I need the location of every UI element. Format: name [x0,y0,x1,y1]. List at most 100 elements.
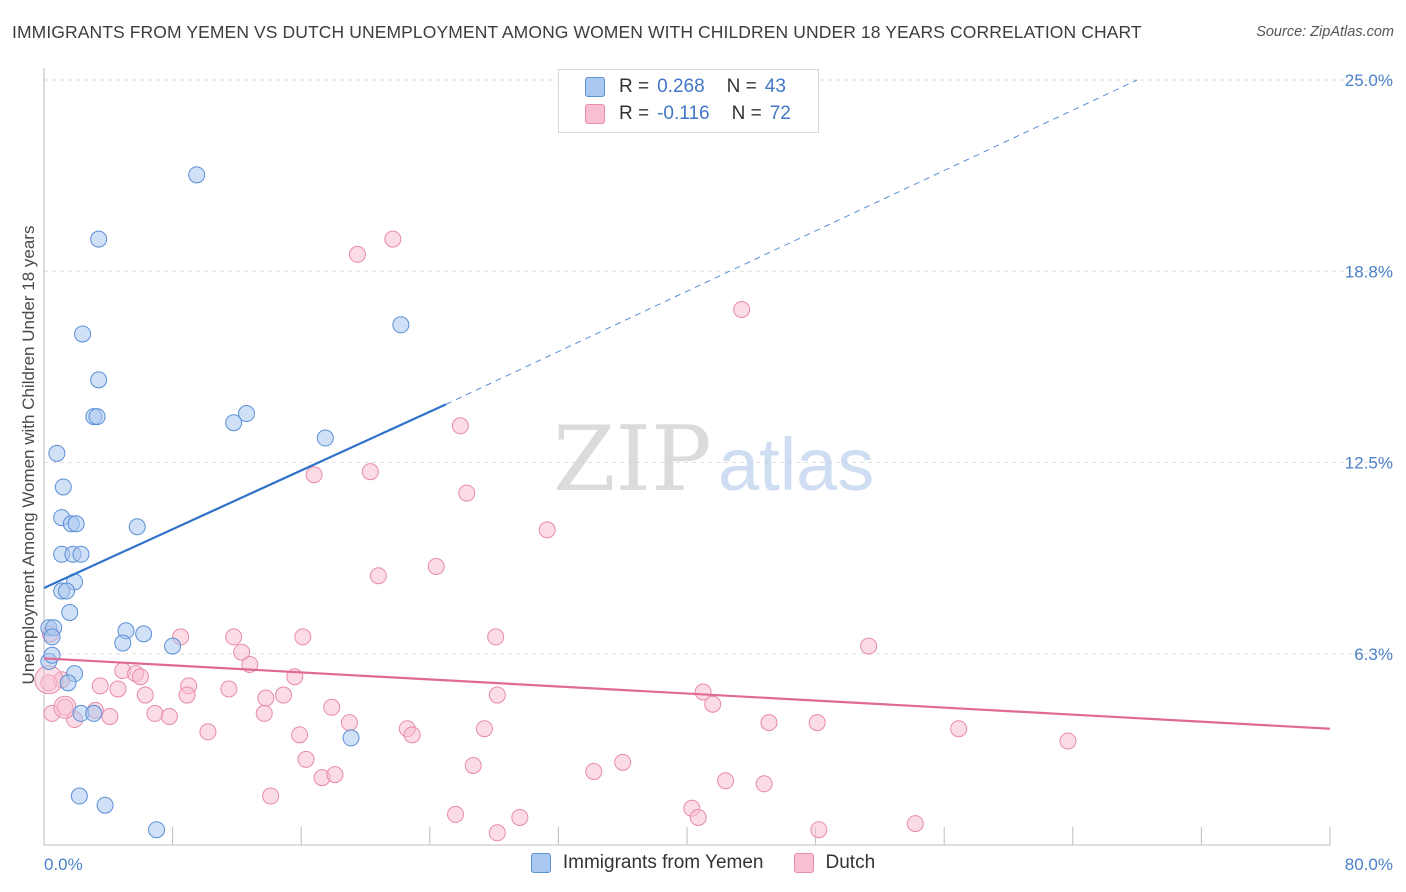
dutch-point [760,714,778,732]
dutch-point [136,686,154,704]
trendlines [43,79,1331,730]
dutch-point [257,689,275,707]
dutch-point [297,750,315,768]
dutch-point [717,772,735,790]
dutch-point [109,680,127,698]
dutch-point [326,766,344,784]
yemen-point [114,634,132,652]
dutch-point [384,230,402,248]
legend-row-dutch: R = -0.116 N = 72 [585,102,791,126]
dutch-point [199,723,217,741]
legend-r-value: 0.268 [657,76,705,97]
dutch-points [34,230,1077,842]
dutch-point [348,245,366,263]
y-tick-label: 12.5% [1345,454,1393,473]
yemen-point [88,408,106,426]
dutch-point [160,707,178,725]
dutch-point [808,714,826,732]
yemen-point [135,625,153,643]
dutch-point [101,707,119,725]
yemen-point [96,796,114,814]
y-axis-label: Unemployment Among Women with Children U… [19,226,38,685]
dutch-point [614,753,632,771]
dutch-point [447,805,465,823]
yemen-point [188,166,206,184]
yemen-point [43,646,61,664]
legend: R = 0.268 N = 43 R = -0.116 N = 72 [558,69,819,133]
bottom-legend: Immigrants from Yemen Dutch [0,852,1406,874]
bottom-legend-label-dutch: Dutch [825,852,876,873]
dutch-point [810,821,828,839]
yemen-point [54,478,72,496]
dutch-point [464,756,482,774]
y-tick-label: 6.3% [1354,645,1393,664]
dutch-point [294,628,312,646]
yemen-point [72,545,90,563]
yemen-point [225,414,243,432]
y-tick-label: 25.0% [1345,71,1393,90]
dutch-point [906,815,924,833]
dutch-point [233,643,251,661]
yemen-point [43,628,61,646]
dutch-point [323,698,341,716]
dutch-point [403,726,421,744]
legend-row-yemen: R = 0.268 N = 43 [585,75,786,99]
dutch-point [220,680,238,698]
dutch-point [291,726,309,744]
legend-r-value: -0.116 [657,103,710,124]
bottom-legend-dutch: Dutch [793,852,876,874]
dutch-trendline [43,657,1331,730]
dutch-point [733,301,751,318]
dutch-point [340,714,358,732]
dutch-point [53,695,77,719]
dutch-point [131,668,149,686]
dutch-point [91,677,109,695]
dutch-point [305,466,323,484]
yemen-trendline [43,403,447,589]
chart-title: IMMIGRANTS FROM YEMEN VS DUTCH UNEMPLOYM… [12,22,1142,42]
yemen-point [67,515,85,533]
yemen-point [90,230,108,248]
gridlines [44,79,1393,655]
yemen-point [59,674,77,692]
legend-r-label: R = [619,103,650,124]
dutch-point [488,824,506,842]
dutch-point [275,686,293,704]
dutch-point [488,686,506,704]
dutch-point [689,808,707,826]
yemen-point [392,316,410,334]
dutch-point [34,665,64,695]
bottom-legend-swatch-dutch [793,853,814,873]
dutch-point [262,787,280,805]
yemen-point [90,371,108,389]
yemen-point [74,325,92,343]
watermark-zip: ZIP [553,407,712,512]
yemen-point [48,444,66,462]
yemen-points [40,166,410,839]
yemen-point [342,729,360,747]
dutch-point [225,628,243,646]
legend-n-label: N = [731,103,762,124]
tick-labels: 6.3% 12.5% 18.8% 25.0% 0.0% 80.0% [44,71,1393,874]
yemen-point [316,429,334,447]
dutch-point [585,763,603,781]
yemen-point [61,603,79,621]
yemen-point [85,704,103,722]
dutch-point [538,521,556,539]
yemen-point [70,787,88,805]
dutch-point [146,704,164,722]
bottom-legend-label-yemen: Immigrants from Yemen [562,852,764,873]
x-tick-label: 80.0% [1345,855,1393,874]
bottom-legend-yemen: Immigrants from Yemen [530,852,764,874]
yemen-point [238,405,256,423]
x-tick-label: 0.0% [44,855,83,874]
watermark-atlas: atlas [718,423,874,506]
dutch-point [511,808,529,826]
dutch-point [475,720,493,738]
legend-swatch-dutch [585,104,605,124]
legend-r-label: R = [619,76,650,97]
dutch-point [1059,732,1077,750]
legend-n-label: N = [726,76,757,97]
watermark: ZIP atlas [553,407,874,512]
